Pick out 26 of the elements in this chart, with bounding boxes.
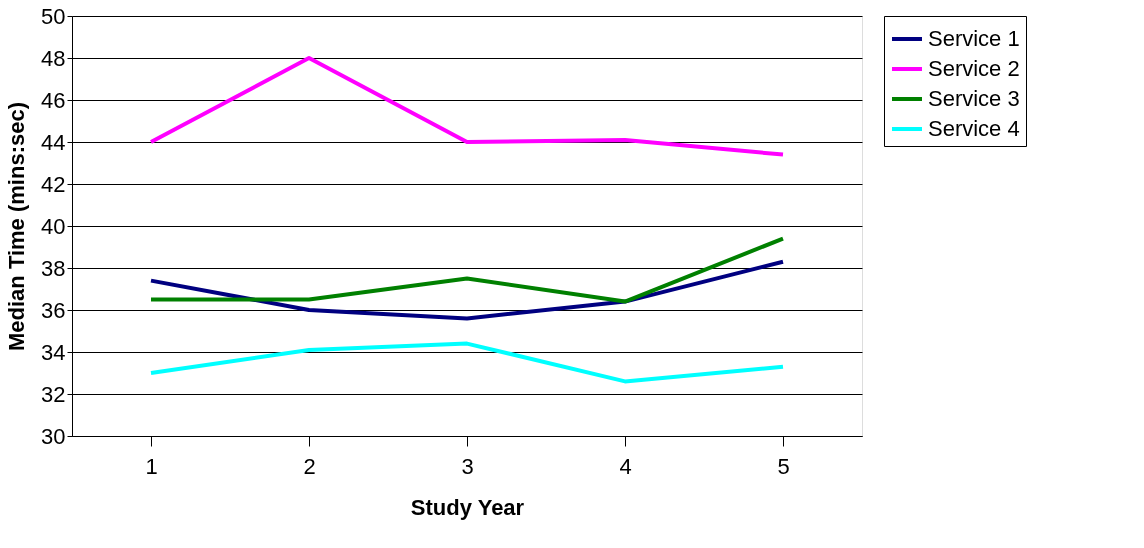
legend-label: Service 3 [928, 86, 1020, 111]
y-tick-label: 32 [41, 381, 66, 407]
x-tick-label: 1 [145, 453, 158, 479]
legend-label: Service 2 [928, 56, 1020, 81]
x-tick-label: 2 [303, 453, 316, 479]
x-tick-label: 3 [461, 453, 474, 479]
y-tick-label: 30 [41, 423, 66, 449]
line-series [149, 341, 785, 384]
legend-label: Service 1 [928, 26, 1020, 51]
y-tick-label: 40 [41, 213, 66, 239]
y-tick-label: 46 [41, 87, 66, 113]
legend-label: Service 4 [928, 116, 1020, 141]
line-series [149, 236, 785, 304]
y-tick-label: 34 [41, 339, 66, 365]
y-tick-label: 38 [41, 255, 66, 281]
line-series [149, 259, 785, 321]
x-tick-label: 5 [777, 453, 790, 479]
y-tick-label: 44 [41, 129, 66, 155]
y-tick-label: 36 [41, 297, 66, 323]
y-axis-title: Median Time (mins:sec) [4, 102, 30, 351]
x-axis-title: Study Year [410, 494, 525, 520]
y-tick-label: 50 [41, 3, 66, 29]
y-tick-label: 42 [41, 171, 66, 197]
y-tick-label: 48 [41, 45, 66, 71]
line-series [149, 56, 785, 157]
x-tick-label: 4 [619, 453, 632, 479]
